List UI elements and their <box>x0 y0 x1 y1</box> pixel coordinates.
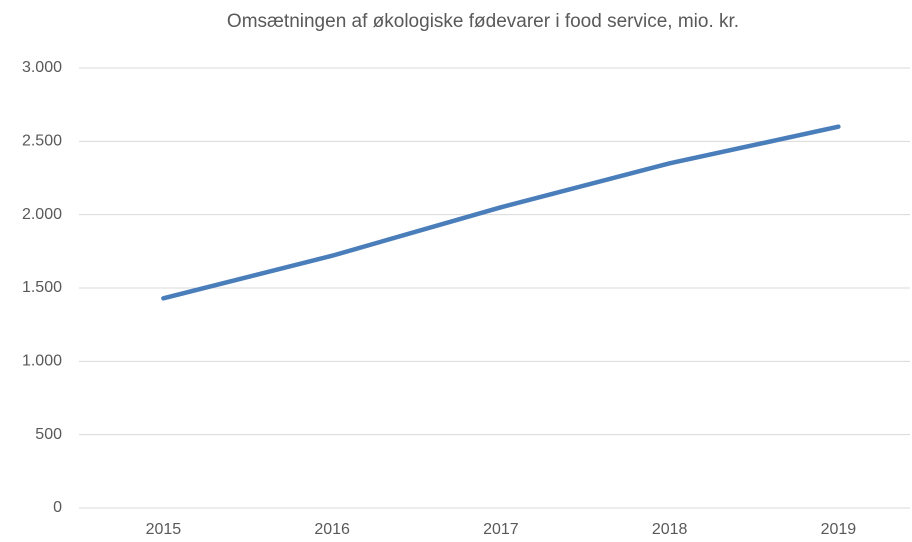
data-line <box>161 124 841 301</box>
y-tick-label: 2.000 <box>22 206 62 223</box>
x-tick-label: 2019 <box>821 521 857 538</box>
chart-title: Omsætningen af økologiske fødevarer i fo… <box>227 11 739 32</box>
x-tick-label: 2018 <box>652 521 688 538</box>
x-tick-label: 2015 <box>146 521 182 538</box>
y-tick-label: 0 <box>53 499 62 516</box>
y-tick-label: 3.000 <box>22 59 62 76</box>
y-tick-label: 1.500 <box>22 279 62 296</box>
x-tick-label: 2016 <box>314 521 350 538</box>
y-tick-label: 1.000 <box>22 353 62 370</box>
x-tick-label: 2017 <box>483 521 519 538</box>
y-tick-label: 2.500 <box>22 133 62 150</box>
y-tick-label: 500 <box>35 426 62 443</box>
